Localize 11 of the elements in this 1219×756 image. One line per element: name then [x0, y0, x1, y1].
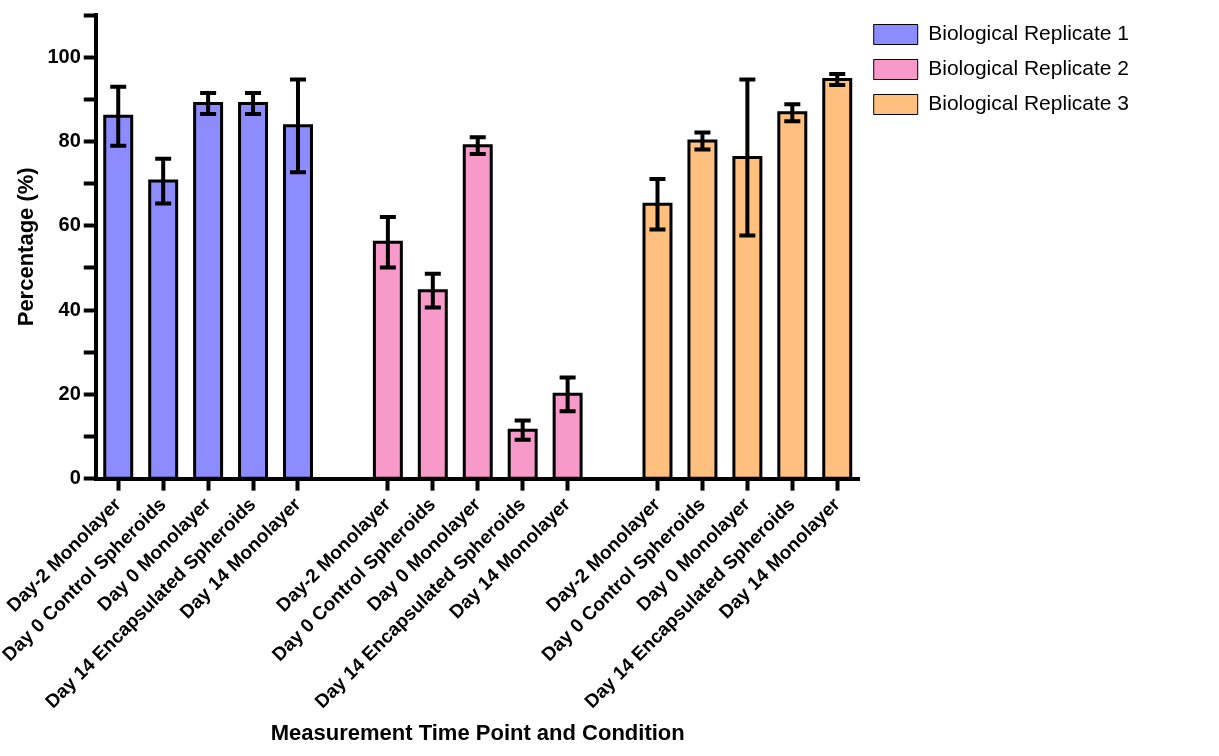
y-tick-label: 40 — [58, 297, 81, 320]
legend-label: Biological Replicate 2 — [928, 56, 1130, 80]
legend-label: Biological Replicate 1 — [928, 21, 1130, 45]
y-tick-label: 100 — [47, 44, 81, 67]
y-axis-title: Percentage (%) — [13, 167, 39, 327]
y-tick-label: 0 — [69, 466, 81, 489]
y-tick-label: 80 — [58, 128, 81, 151]
legend-label: Biological Replicate 3 — [928, 91, 1130, 115]
y-tick-label: 60 — [58, 213, 81, 236]
y-tick-label: 20 — [58, 381, 81, 404]
x-axis-title: Measurement Time Point and Condition — [270, 719, 685, 745]
